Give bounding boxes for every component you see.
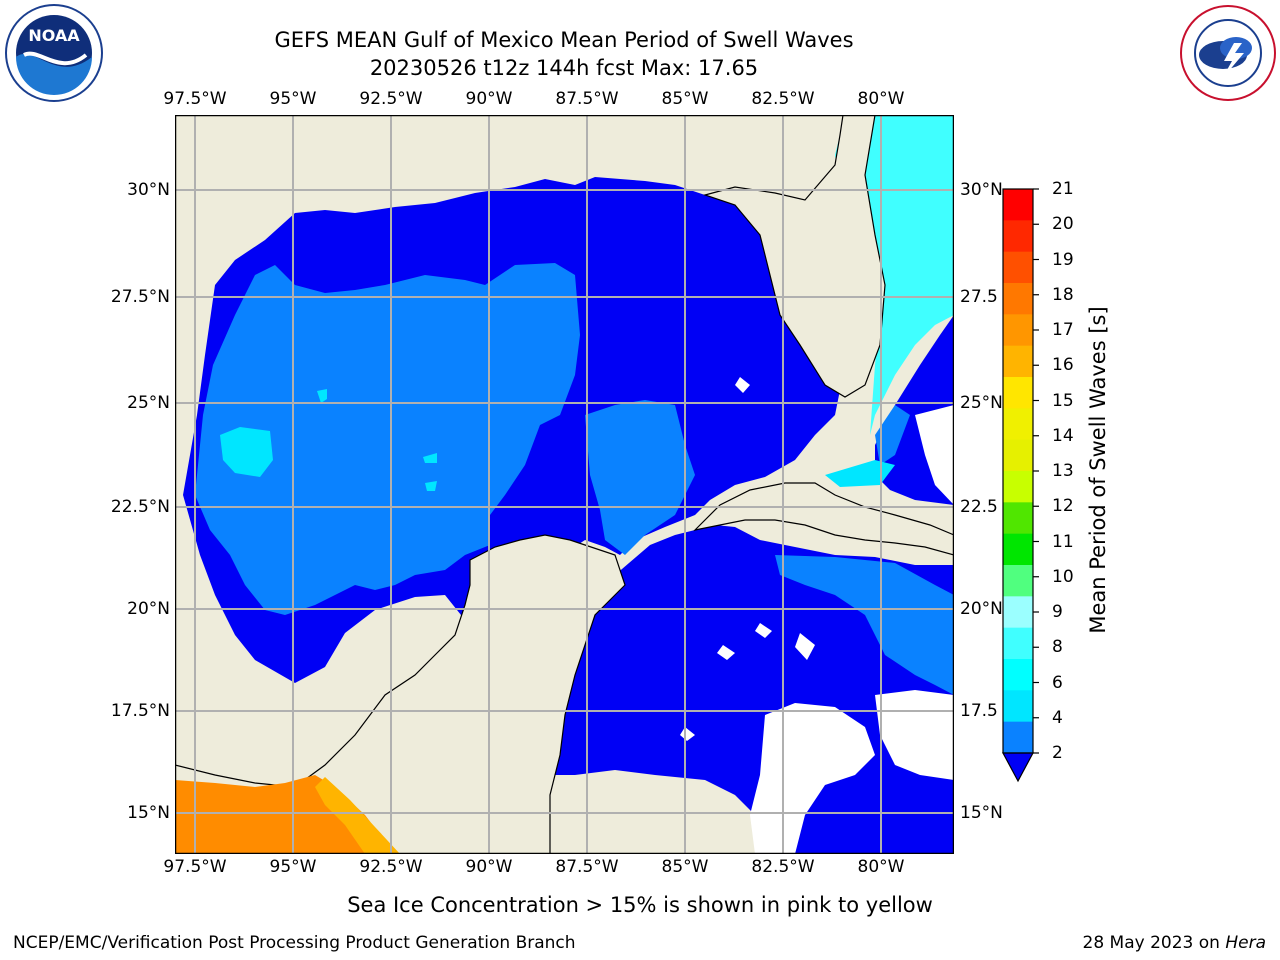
colorbar-label: 16 xyxy=(1052,355,1074,376)
caribbean-4-6 xyxy=(775,555,954,695)
lat-label-left: 25°N xyxy=(127,393,170,413)
lat-label-left: 20°N xyxy=(127,599,170,619)
map-border xyxy=(175,115,954,854)
lat-label-right: 20°N xyxy=(960,599,1003,619)
lon-label-top: 80°W xyxy=(857,89,905,109)
lon-label-bottom: 92.5°W xyxy=(359,857,423,877)
colorbar-segment xyxy=(1003,690,1033,723)
lat-label-right: 27.5 xyxy=(960,287,998,307)
colorbar-segment xyxy=(1003,533,1033,566)
lon-label-top: 85°W xyxy=(661,89,709,109)
colorbar-segment xyxy=(1003,596,1033,629)
colorbar-segment xyxy=(1003,471,1033,503)
lon-label-top: 82.5°W xyxy=(751,89,815,109)
graticule xyxy=(175,115,954,854)
colorbar-segment xyxy=(1003,721,1033,754)
period-4-6-east xyxy=(585,400,695,555)
lon-label-top: 90°W xyxy=(465,89,513,109)
map-panel xyxy=(175,115,954,854)
colorbar-title: Mean Period of Swell Waves [s] xyxy=(1086,306,1110,634)
nws-logo xyxy=(1180,5,1276,101)
lon-label-bottom: 87.5°W xyxy=(555,857,619,877)
colorbar xyxy=(1001,188,1039,783)
machine-name: Hera xyxy=(1225,933,1266,953)
lat-label-left: 27.5°N xyxy=(110,287,170,307)
colorbar-segment xyxy=(1003,502,1033,535)
lat-label-right: 25°N xyxy=(960,393,1003,413)
colorbar-label: 17 xyxy=(1052,320,1074,340)
colorbar-label: 8 xyxy=(1052,637,1063,658)
colorbar-label: 9 xyxy=(1052,602,1063,622)
lat-label-left: 30°N xyxy=(127,180,170,200)
period-4-6-region xyxy=(195,263,580,615)
colorbar-segment xyxy=(1003,565,1033,597)
colorbar-label: 15 xyxy=(1052,390,1074,411)
lat-label-right: 30°N xyxy=(960,180,1003,200)
period-6-8-patch xyxy=(220,427,273,477)
lon-label-bottom: 95°W xyxy=(269,857,317,877)
colorbar-segment xyxy=(1003,439,1033,472)
colorbar-segment xyxy=(1003,220,1033,253)
run-date-text: 28 May 2023 on xyxy=(1082,933,1226,953)
colorbar-label: 21 xyxy=(1052,179,1074,199)
colorbar-label: 4 xyxy=(1052,707,1063,728)
florida-peninsula xyxy=(702,115,886,398)
colorbar-segment xyxy=(1003,251,1033,284)
lon-label-top: 92.5°W xyxy=(359,89,423,109)
colorbar-segment xyxy=(1003,659,1033,691)
colorbar-segment xyxy=(1003,189,1033,221)
run-date: 28 May 2023 on Hera xyxy=(1083,933,1267,953)
lat-label-left: 15°N xyxy=(127,803,170,823)
sea-ice-note: Sea Ice Concentration > 15% is shown in … xyxy=(347,893,933,917)
colorbar-segment xyxy=(1003,283,1033,315)
missing-data-patch xyxy=(750,703,875,854)
colorbar-label: 20 xyxy=(1052,214,1074,235)
colorbar-label: 14 xyxy=(1052,425,1074,446)
colorbar-segment xyxy=(1003,345,1033,378)
colorbar-segment xyxy=(1003,408,1033,441)
colorbar-label: 10 xyxy=(1052,566,1074,587)
lat-label-right: 22.5 xyxy=(960,497,998,517)
colorbar-label: 18 xyxy=(1052,284,1074,305)
lat-label-left: 22.5°N xyxy=(110,497,170,517)
map-subtitle: 20230526 t12z 144h fcst Max: 17.65 xyxy=(369,56,759,80)
yucatan-peninsula xyxy=(175,534,626,854)
lon-label-top: 95°W xyxy=(269,89,317,109)
noaa-logo-text: NOAA xyxy=(28,26,80,45)
noaa-logo: NOAA xyxy=(5,4,103,102)
colorbar-label: 6 xyxy=(1052,672,1063,693)
lat-label-right: 15°N xyxy=(960,803,1003,823)
colorbar-segment xyxy=(1003,627,1033,660)
colorbar-segment xyxy=(1003,314,1033,347)
colorbar-label: 12 xyxy=(1052,496,1074,517)
cuba-island xyxy=(693,482,954,556)
lon-label-bottom: 80°W xyxy=(857,857,905,877)
map-title: GEFS MEAN Gulf of Mexico Mean Period of … xyxy=(274,28,854,52)
colorbar-label: 11 xyxy=(1052,531,1074,552)
colorbar-segment xyxy=(1003,377,1033,409)
lon-label-bottom: 97.5°W xyxy=(163,857,227,877)
colorbar-label: 19 xyxy=(1052,249,1074,270)
colorbar-label: 2 xyxy=(1052,743,1063,763)
lon-label-bottom: 85°W xyxy=(661,857,709,877)
lat-label-left: 17.5°N xyxy=(110,701,170,721)
colorbar-label: 13 xyxy=(1052,461,1074,481)
colorbar-extend-arrow xyxy=(1001,752,1035,783)
lat-label-right: 17.5 xyxy=(960,701,998,721)
lon-label-bottom: 82.5°W xyxy=(751,857,815,877)
credit-line: NCEP/EMC/Verification Post Processing Pr… xyxy=(13,933,576,953)
lon-label-top: 97.5°W xyxy=(163,89,227,109)
lon-label-bottom: 90°W xyxy=(465,857,513,877)
lon-label-top: 87.5°W xyxy=(555,89,619,109)
